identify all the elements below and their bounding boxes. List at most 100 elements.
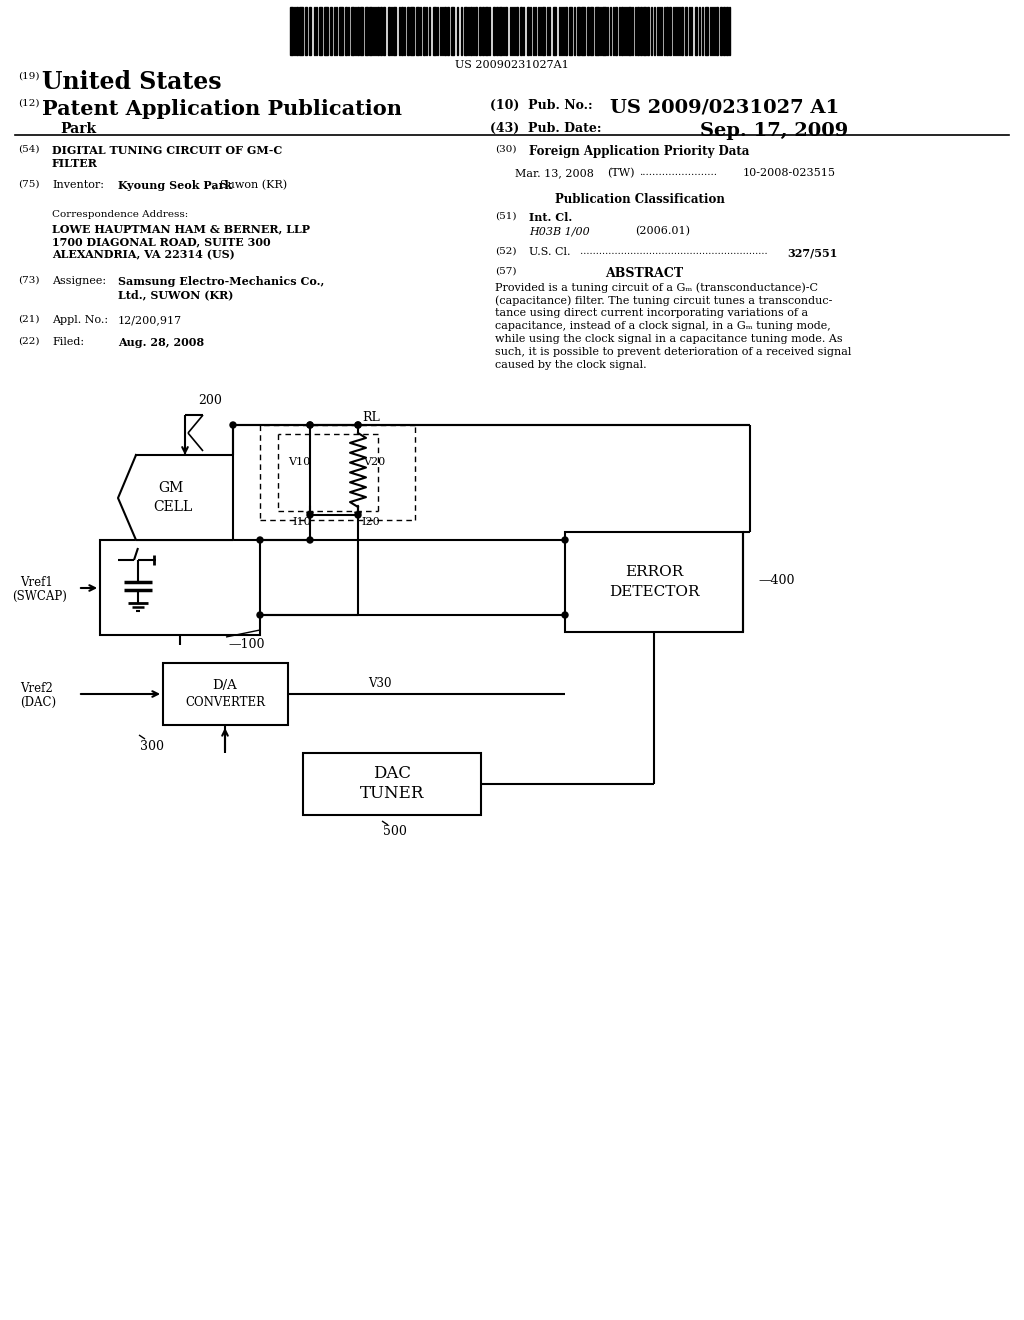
Bar [681, 7, 683, 55]
Text: (43)  Pub. Date:: (43) Pub. Date: [490, 121, 601, 135]
Text: ABSTRACT: ABSTRACT [605, 267, 683, 280]
Bar [423, 7, 425, 55]
Text: , Suwon (KR): , Suwon (KR) [213, 180, 287, 190]
Text: Foreign Application Priority Data: Foreign Application Priority Data [529, 145, 750, 158]
Bar [705, 7, 708, 55]
Text: (30): (30) [495, 145, 516, 154]
Text: LOWE HAUPTMAN HAM & BERNER, LLP: LOWE HAUPTMAN HAM & BERNER, LLP [52, 223, 310, 234]
Text: such, it is possible to prevent deterioration of a received signal: such, it is possible to prevent deterior… [495, 347, 851, 356]
Circle shape [307, 422, 313, 428]
Text: Vref2: Vref2 [20, 681, 53, 694]
Bar [640, 7, 642, 55]
Text: (54): (54) [18, 145, 40, 154]
Bar [496, 7, 498, 55]
Text: US 20090231027A1: US 20090231027A1 [455, 59, 569, 70]
Bar [581, 7, 585, 55]
Text: 300: 300 [140, 741, 164, 752]
Text: (21): (21) [18, 315, 40, 323]
Circle shape [355, 422, 361, 428]
Bar [475, 7, 477, 55]
Bar [357, 7, 359, 55]
Text: Filed:: Filed: [52, 337, 84, 347]
Bar [716, 7, 718, 55]
Bar [695, 7, 697, 55]
Bar [516, 7, 518, 55]
Bar [723, 7, 725, 55]
Text: Mar. 13, 2008: Mar. 13, 2008 [515, 168, 594, 178]
Circle shape [562, 537, 568, 543]
Text: DAC: DAC [373, 766, 411, 783]
Circle shape [257, 537, 263, 543]
Text: (75): (75) [18, 180, 40, 189]
Text: (57): (57) [495, 267, 516, 276]
Bar [479, 7, 481, 55]
Bar [493, 7, 495, 55]
Bar [565, 532, 743, 632]
Bar [299, 7, 303, 55]
Bar [451, 7, 454, 55]
Bar [621, 7, 623, 55]
Text: Samsung Electro-Mechanics Co.,: Samsung Electro-Mechanics Co., [118, 276, 325, 286]
Circle shape [257, 612, 263, 618]
Text: (SWCAP): (SWCAP) [12, 590, 67, 602]
Text: —400: —400 [758, 573, 795, 586]
Bar [587, 7, 589, 55]
Bar [383, 7, 385, 55]
Bar [324, 7, 328, 55]
Text: Provided is a tuning circuit of a Gₘ (transconductance)-C: Provided is a tuning circuit of a Gₘ (tr… [495, 282, 818, 293]
Text: tance using direct current incorporating variations of a: tance using direct current incorporating… [495, 308, 808, 318]
Circle shape [307, 422, 313, 428]
Bar [345, 7, 347, 55]
Text: V10: V10 [288, 457, 310, 467]
Bar [643, 7, 646, 55]
Text: RL: RL [362, 411, 380, 424]
Text: D/A: D/A [213, 678, 238, 692]
Bar [485, 7, 488, 55]
Text: Correspondence Address:: Correspondence Address: [52, 210, 188, 219]
Bar [505, 7, 507, 55]
Bar [303, 752, 481, 814]
Text: (22): (22) [18, 337, 40, 346]
Bar [615, 7, 617, 55]
Bar [407, 7, 409, 55]
Text: US 2009/0231027 A1: US 2009/0231027 A1 [610, 99, 840, 117]
Text: Park: Park [60, 121, 96, 136]
Bar [553, 7, 556, 55]
Text: DIGITAL TUNING CIRCUIT OF GM-C: DIGITAL TUNING CIRCUIT OF GM-C [52, 145, 283, 156]
Text: (19): (19) [18, 73, 40, 81]
Polygon shape [118, 455, 233, 540]
Text: Inventor:: Inventor: [52, 180, 104, 190]
Text: (DAC): (DAC) [20, 696, 56, 709]
Bar [720, 7, 722, 55]
Bar [637, 7, 639, 55]
Bar [401, 7, 403, 55]
Circle shape [355, 512, 361, 517]
Text: Appl. No.:: Appl. No.: [52, 315, 109, 325]
Bar [380, 7, 382, 55]
Bar [360, 7, 362, 55]
Text: ........................: ........................ [639, 168, 717, 177]
Text: Int. Cl.: Int. Cl. [529, 213, 572, 223]
Bar [377, 7, 379, 55]
Circle shape [307, 537, 313, 543]
Text: Patent Application Publication: Patent Application Publication [42, 99, 402, 119]
Text: (TW): (TW) [607, 168, 635, 178]
Bar [410, 7, 414, 55]
Bar [499, 7, 502, 55]
Text: caused by the clock signal.: caused by the clock signal. [495, 360, 646, 370]
Circle shape [307, 512, 313, 517]
Bar [520, 7, 522, 55]
Bar [542, 7, 545, 55]
Text: 10-2008-023515: 10-2008-023515 [743, 168, 836, 178]
Text: V30: V30 [368, 677, 391, 690]
Text: 1700 DIAGONAL ROAD, SUITE 300: 1700 DIAGONAL ROAD, SUITE 300 [52, 236, 270, 247]
Bar [444, 7, 446, 55]
Text: (12): (12) [18, 99, 40, 108]
Bar [628, 7, 631, 55]
Bar [590, 7, 593, 55]
Bar [569, 7, 572, 55]
Text: (52): (52) [495, 247, 516, 256]
Text: capacitance, instead of a clock signal, in a Gₘ tuning mode,: capacitance, instead of a clock signal, … [495, 321, 830, 331]
Text: CONVERTER: CONVERTER [185, 697, 265, 710]
Text: CELL: CELL [153, 500, 193, 513]
